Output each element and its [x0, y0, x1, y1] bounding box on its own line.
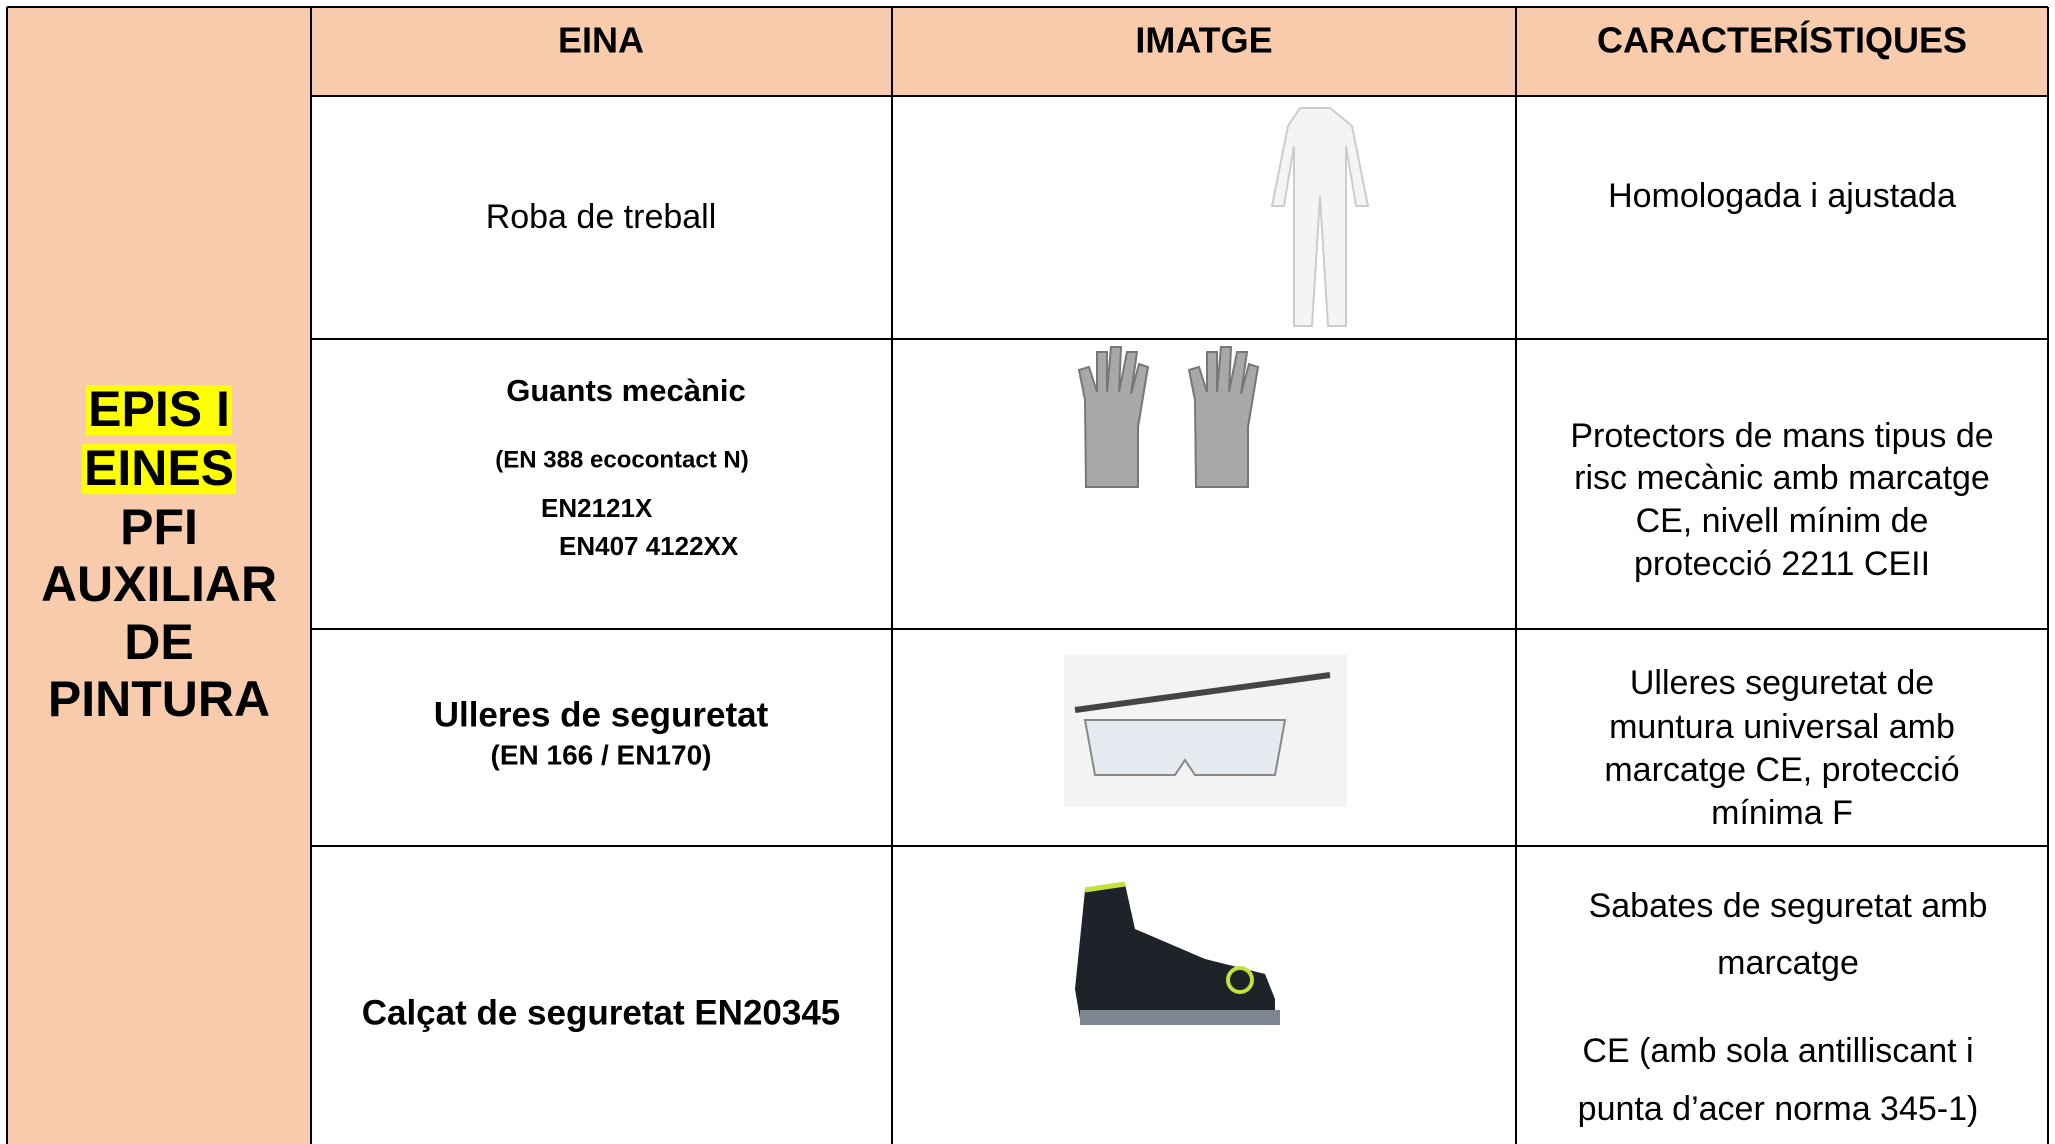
- feature-text: Ulleres seguretat de: [1630, 664, 1934, 702]
- side-label-line: DE: [124, 614, 193, 670]
- feature-text: marcatge: [1717, 944, 1859, 982]
- tool-name: Guants mecànic: [506, 373, 745, 408]
- tool-name: Roba de treball: [486, 198, 717, 236]
- header-row: [311, 7, 2048, 96]
- feature-text: marcatge CE, protecció: [1604, 751, 1959, 789]
- feature-text: Homologada i ajustada: [1608, 177, 1956, 215]
- side-cell: [7, 7, 311, 1144]
- tool-name: EN407 4122XX: [559, 531, 739, 561]
- shoe-image: [1075, 881, 1280, 1025]
- side-label-highlighted: EPIS I: [88, 381, 230, 437]
- feature-text: risc mecànic amb marcatge: [1574, 459, 1990, 497]
- tool-name: (EN 166 / EN170): [491, 739, 712, 770]
- highlight: [81, 444, 237, 495]
- feature-text: CE (amb sola antilliscant i: [1582, 1032, 1973, 1070]
- column-header: EINA: [558, 20, 644, 61]
- feature-text: protecció 2211 CEII: [1634, 545, 1930, 583]
- feature-text: Sabates de seguretat amb: [1589, 887, 1988, 925]
- feature-text: punta d’acer norma 345-1): [1578, 1090, 1979, 1128]
- tool-name: (EN 388 ecocontact N): [495, 446, 748, 473]
- column-header: IMATGE: [1135, 20, 1272, 61]
- tool-name: EN2121X: [541, 493, 653, 523]
- column-header: CARACTERÍSTIQUES: [1597, 20, 1967, 61]
- glasses-image: [1064, 655, 1347, 807]
- side-label-line: AUXILIAR: [41, 556, 277, 612]
- feature-text: muntura universal amb: [1609, 708, 1955, 746]
- gloves-image: [1077, 346, 1260, 488]
- side-label-line: PFI: [120, 499, 198, 555]
- tool-name: Ulleres de seguretat: [434, 695, 769, 734]
- feature-text: CE, nivell mínim de: [1636, 502, 1929, 540]
- side-label-line: PINTURA: [48, 671, 270, 727]
- coverall-image: [1270, 107, 1370, 327]
- tool-name: Calçat de seguretat EN20345: [362, 993, 841, 1032]
- side-label-highlighted: EINES: [84, 440, 234, 496]
- table-grid: [6, 6, 2049, 1144]
- feature-text: mínima F: [1711, 794, 1853, 832]
- highlight: [86, 385, 232, 436]
- feature-text: Protectors de mans tipus de: [1570, 417, 1993, 455]
